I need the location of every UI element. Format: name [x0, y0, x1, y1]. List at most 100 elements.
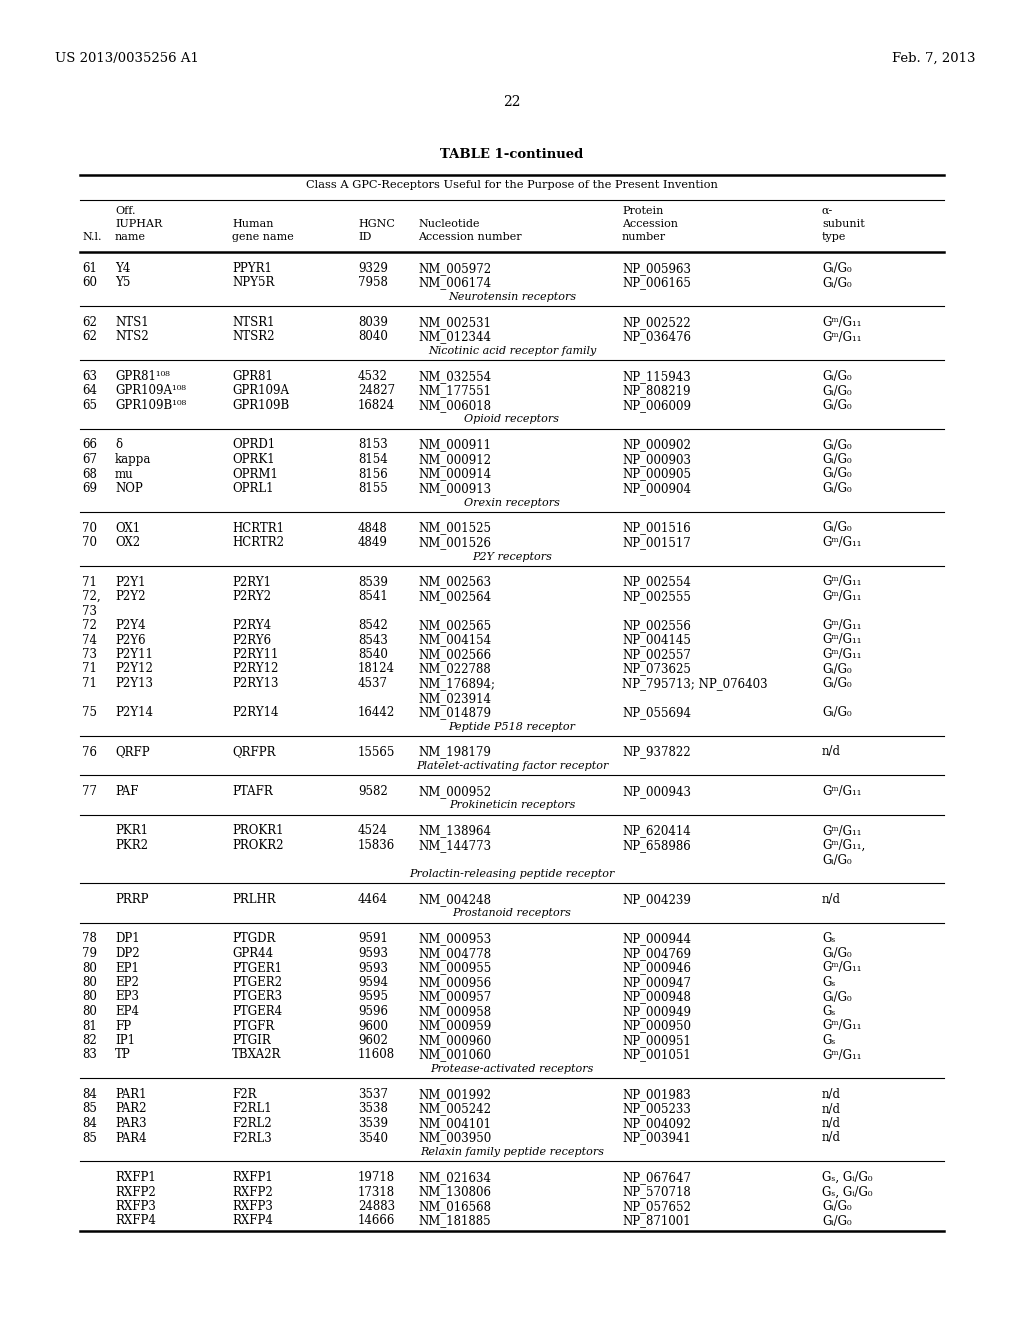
- Text: 7958: 7958: [358, 276, 388, 289]
- Text: EP1: EP1: [115, 961, 139, 974]
- Text: PTGER1: PTGER1: [232, 961, 282, 974]
- Text: kappa: kappa: [115, 453, 152, 466]
- Text: ID: ID: [358, 232, 372, 242]
- Text: 85: 85: [82, 1131, 97, 1144]
- Text: IUPHAR: IUPHAR: [115, 219, 162, 228]
- Text: 8539: 8539: [358, 576, 388, 589]
- Text: TP: TP: [115, 1048, 131, 1061]
- Text: 4464: 4464: [358, 894, 388, 906]
- Text: 4848: 4848: [358, 521, 388, 535]
- Text: δ: δ: [115, 438, 122, 451]
- Text: 3539: 3539: [358, 1117, 388, 1130]
- Text: F2RL3: F2RL3: [232, 1131, 271, 1144]
- Text: NP_003941: NP_003941: [622, 1131, 691, 1144]
- Text: PTGER4: PTGER4: [232, 1005, 283, 1018]
- Text: NM_002531: NM_002531: [418, 315, 490, 329]
- Text: 9593: 9593: [358, 946, 388, 960]
- Text: Gᵢ/G₀: Gᵢ/G₀: [822, 663, 852, 676]
- Text: 81: 81: [82, 1019, 96, 1032]
- Text: α-: α-: [822, 206, 834, 216]
- Text: 80: 80: [82, 961, 97, 974]
- Text: 24883: 24883: [358, 1200, 395, 1213]
- Text: NP_004769: NP_004769: [622, 946, 691, 960]
- Text: NM_006018: NM_006018: [418, 399, 490, 412]
- Text: NM_000952: NM_000952: [418, 785, 492, 799]
- Text: Accession number: Accession number: [418, 232, 521, 242]
- Text: NTS2: NTS2: [115, 330, 148, 343]
- Text: NP_000943: NP_000943: [622, 785, 691, 799]
- Text: 15565: 15565: [358, 746, 395, 759]
- Text: 63: 63: [82, 370, 97, 383]
- Text: Gᵢ/G₀: Gᵢ/G₀: [822, 399, 852, 412]
- Text: NM_004778: NM_004778: [418, 946, 492, 960]
- Text: Feb. 7, 2013: Feb. 7, 2013: [892, 51, 975, 65]
- Text: Gᵢ/G₀: Gᵢ/G₀: [822, 384, 852, 397]
- Text: 3537: 3537: [358, 1088, 388, 1101]
- Text: Gᵢ/G₀: Gᵢ/G₀: [822, 521, 852, 535]
- Text: PTGER2: PTGER2: [232, 975, 282, 989]
- Text: FP: FP: [115, 1019, 131, 1032]
- Text: n/d: n/d: [822, 1117, 841, 1130]
- Text: TBXA2R: TBXA2R: [232, 1048, 282, 1061]
- Text: 19718: 19718: [358, 1171, 395, 1184]
- Text: 80: 80: [82, 975, 97, 989]
- Text: 68: 68: [82, 467, 97, 480]
- Text: Neurotensin receptors: Neurotensin receptors: [447, 292, 577, 302]
- Text: 69: 69: [82, 482, 97, 495]
- Text: PROKR1: PROKR1: [232, 825, 284, 837]
- Text: EP3: EP3: [115, 990, 139, 1003]
- Text: NM_005972: NM_005972: [418, 261, 492, 275]
- Text: 8155: 8155: [358, 482, 388, 495]
- Text: Gᵐ/G₁₁: Gᵐ/G₁₁: [822, 634, 861, 647]
- Text: NTSR1: NTSR1: [232, 315, 274, 329]
- Text: NP_658986: NP_658986: [622, 840, 691, 851]
- Text: Off.: Off.: [115, 206, 135, 216]
- Text: 9602: 9602: [358, 1034, 388, 1047]
- Text: TABLE 1-continued: TABLE 1-continued: [440, 148, 584, 161]
- Text: Gᵐ/G₁₁: Gᵐ/G₁₁: [822, 1048, 861, 1061]
- Text: NP_002557: NP_002557: [622, 648, 691, 661]
- Text: NM_000955: NM_000955: [418, 961, 492, 974]
- Text: 70: 70: [82, 536, 97, 549]
- Text: NM_002565: NM_002565: [418, 619, 492, 632]
- Text: F2RL2: F2RL2: [232, 1117, 271, 1130]
- Text: 71: 71: [82, 677, 97, 690]
- Text: 9594: 9594: [358, 975, 388, 989]
- Text: RXFP4: RXFP4: [232, 1214, 272, 1228]
- Text: Prokineticin receptors: Prokineticin receptors: [449, 800, 575, 810]
- Text: 16442: 16442: [358, 706, 395, 719]
- Text: 65: 65: [82, 399, 97, 412]
- Text: PAR1: PAR1: [115, 1088, 146, 1101]
- Text: Gᵐ/G₁₁: Gᵐ/G₁₁: [822, 536, 861, 549]
- Text: NM_002564: NM_002564: [418, 590, 492, 603]
- Text: RXFP1: RXFP1: [115, 1171, 156, 1184]
- Text: Gᵐ/G₁₁: Gᵐ/G₁₁: [822, 590, 861, 603]
- Text: type: type: [822, 232, 847, 242]
- Text: P2Y6: P2Y6: [115, 634, 145, 647]
- Text: PAR3: PAR3: [115, 1117, 146, 1130]
- Text: NP_057652: NP_057652: [622, 1200, 691, 1213]
- Text: 74: 74: [82, 634, 97, 647]
- Text: OPRD1: OPRD1: [232, 438, 275, 451]
- Text: Gᵢ/G₀: Gᵢ/G₀: [822, 438, 852, 451]
- Text: NM_004248: NM_004248: [418, 894, 490, 906]
- Text: 80: 80: [82, 990, 97, 1003]
- Text: 9595: 9595: [358, 990, 388, 1003]
- Text: NP_006165: NP_006165: [622, 276, 691, 289]
- Text: Prolactin-releasing peptide receptor: Prolactin-releasing peptide receptor: [410, 869, 614, 879]
- Text: Gᵢ/G₀: Gᵢ/G₀: [822, 467, 852, 480]
- Text: OX2: OX2: [115, 536, 140, 549]
- Text: mu: mu: [115, 467, 133, 480]
- Text: Gᵢ/G₀: Gᵢ/G₀: [822, 276, 852, 289]
- Text: Nicotinic acid receptor family: Nicotinic acid receptor family: [428, 346, 596, 356]
- Text: PTGFR: PTGFR: [232, 1019, 274, 1032]
- Text: n/d: n/d: [822, 894, 841, 906]
- Text: 78: 78: [82, 932, 97, 945]
- Text: 84: 84: [82, 1088, 97, 1101]
- Text: NM_000913: NM_000913: [418, 482, 492, 495]
- Text: Y5: Y5: [115, 276, 130, 289]
- Text: PAR2: PAR2: [115, 1102, 146, 1115]
- Text: NM_000957: NM_000957: [418, 990, 492, 1003]
- Text: NP_001517: NP_001517: [622, 536, 691, 549]
- Text: NP_001983: NP_001983: [622, 1088, 691, 1101]
